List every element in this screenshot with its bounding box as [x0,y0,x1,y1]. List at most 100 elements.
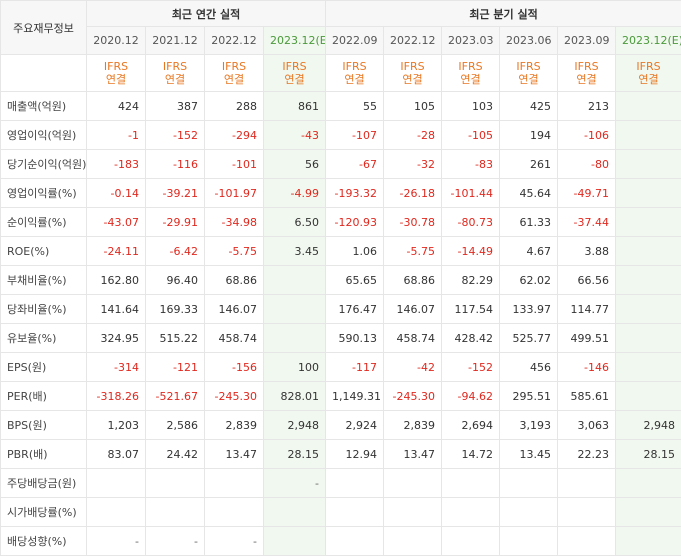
ifrs-badge: IFRS 연결 [86,54,146,92]
table-cell: 146.07 [204,294,264,324]
table-cell: - [262,468,327,498]
table-cell: 3.45 [262,236,327,266]
table-cell: 428.42 [441,323,501,353]
table-cell: -29.91 [145,207,205,237]
table-cell: 96.40 [145,265,205,295]
table-row: 순이익률(%) -43.07 -29.91 -34.98 6.50 -120.93 -30.… [0,207,681,237]
table-cell: -116 [145,149,205,179]
table-cell: -1 [86,120,146,150]
table-cell: 515.22 [145,323,205,353]
table-cell [145,468,205,498]
table-cell: 55 [325,91,385,121]
table-cell [615,497,681,527]
table-cell: 105 [383,91,443,121]
row-label: PBR(배) [0,439,87,469]
table-cell: 458.74 [383,323,443,353]
ifrs-line2: 연결 [576,73,597,86]
table-cell: 66.56 [557,265,617,295]
table-row: 부채비율(%) 162.80 96.40 68.86 65.65 68.86 82.29 62… [0,265,681,295]
table-cell: -94.62 [441,381,501,411]
table-cell [615,91,681,121]
table-cell: -121 [145,352,205,382]
ifrs-line1: IFRS [342,60,367,73]
table-cell: -5.75 [204,236,264,266]
ifrs-badge: IFRS 연결 [262,54,327,92]
table-cell: 2,694 [441,410,501,440]
table-row: 당기순이익(억원) -183 -116 -101 56 -67 -32 -83 261 -80 [0,149,681,179]
table-cell [615,265,681,295]
table-cell: -101 [204,149,264,179]
table-cell: 3,193 [499,410,559,440]
ifrs-line2: 연결 [402,73,423,86]
table-cell: 103 [441,91,501,121]
table-cell [145,497,205,527]
table-cell [557,497,617,527]
table-row: BPS(원) 1,203 2,586 2,839 2,948 2,924 2,839 2,69… [0,410,681,440]
table-cell: -30.78 [383,207,443,237]
period-header: 2021.12 [145,26,205,55]
table-row: 배당성향(%) - - - [0,526,681,556]
ifrs-badge: IFRS 연결 [204,54,264,92]
table-cell: -0.14 [86,178,146,208]
table-cell [325,468,385,498]
row-label: EPS(원) [0,352,87,382]
table-cell: -83 [441,149,501,179]
table-cell: -49.71 [557,178,617,208]
ifrs-badge: IFRS 연결 [557,54,617,92]
period-header: 2023.03 [441,26,501,55]
table-cell [615,120,681,150]
table-cell [204,468,264,498]
table-cell: -152 [441,352,501,382]
table-cell: 62.02 [499,265,559,295]
ifrs-line2: 연결 [344,73,365,86]
table-cell: 45.64 [499,178,559,208]
table-row: 매출액(억원) 424 387 288 861 55 105 103 425 213 [0,91,681,121]
table-cell: 2,948 [615,410,681,440]
table-cell: 213 [557,91,617,121]
table-cell: -120.93 [325,207,385,237]
table-cell: 590.13 [325,323,385,353]
table-cell: 828.01 [262,381,327,411]
ifrs-line2: 연결 [638,73,659,86]
table-cell: 425 [499,91,559,121]
table-cell: -105 [441,120,501,150]
table-cell: -117 [325,352,385,382]
table-cell: -80 [557,149,617,179]
table-row: 영업이익률(%) -0.14 -39.21 -101.97 -4.99 -193.32 -2… [0,178,681,208]
table-cell [441,526,501,556]
table-row: 시가배당률(%) [0,497,681,527]
table-cell [262,526,327,556]
table-cell: 3,063 [557,410,617,440]
table-cell: -245.30 [383,381,443,411]
table-cell: -314 [86,352,146,382]
table-cell: -32 [383,149,443,179]
table-cell: -4.99 [262,178,327,208]
table-cell [262,294,327,324]
ifrs-line2: 연결 [460,73,481,86]
table-cell: -39.21 [145,178,205,208]
table-cell [499,468,559,498]
table-cell: -5.75 [383,236,443,266]
ifrs-line2: 연결 [223,73,245,86]
table-cell: 261 [499,149,559,179]
row-label: 부채비율(%) [0,265,87,295]
table-cell: 68.86 [383,265,443,295]
table-cell [441,468,501,498]
ifrs-line1: IFRS [282,60,307,73]
table-cell: 2,839 [204,410,264,440]
ifrs-line1: IFRS [221,60,247,73]
row-label: ROE(%) [0,236,87,266]
table-cell [204,497,264,527]
quarter-group-title: 최근 분기 실적 [325,0,681,27]
table-cell: -24.11 [86,236,146,266]
row-label: BPS(원) [0,410,87,440]
row-label: 주당배당금(원) [0,468,87,498]
ifrs-badge: IFRS 연결 [441,54,501,92]
table-cell [615,323,681,353]
period-header: 2020.12 [86,26,146,55]
table-cell: 585.61 [557,381,617,411]
ifrs-line1: IFRS [574,60,599,73]
annual-group-title: 최근 연간 실적 [85,0,327,27]
table-cell: -43.07 [86,207,146,237]
